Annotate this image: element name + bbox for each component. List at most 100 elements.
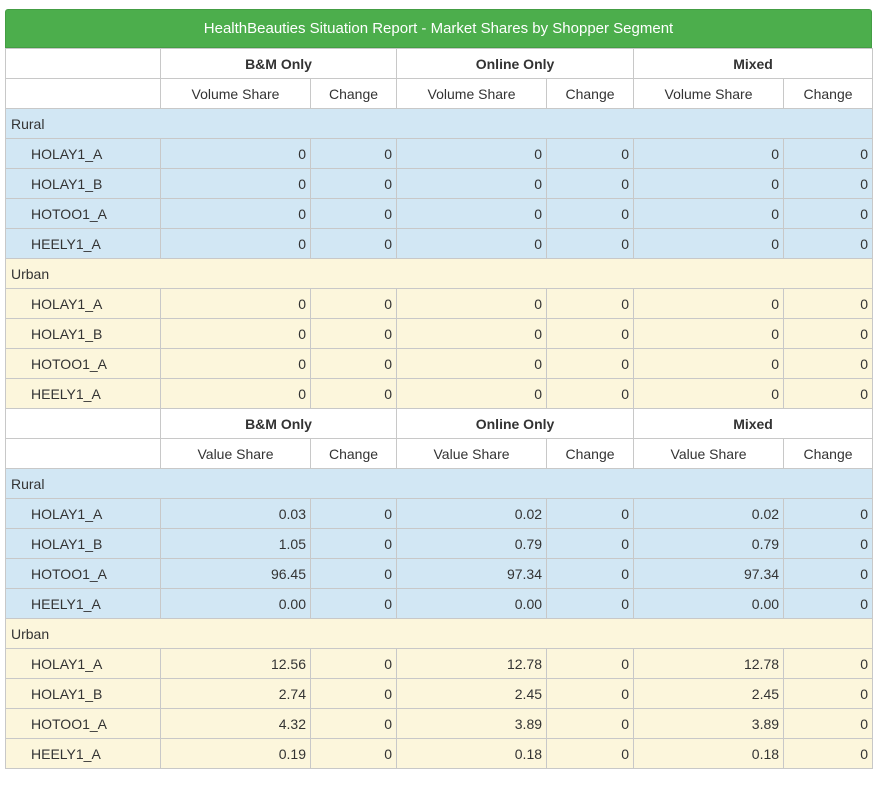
group-header: B&M Only (159, 408, 398, 439)
metric-header-row: Volume Share Change Volume Share Change Volu… (5, 78, 874, 109)
change-value: 0 (309, 678, 398, 709)
change-value: 0 (783, 228, 874, 259)
change-value: 0 (309, 198, 398, 229)
share-value: 0 (633, 228, 785, 259)
group-header: Mixed (633, 408, 874, 439)
change-header: Change (309, 78, 398, 109)
change-value: 0 (783, 138, 874, 169)
metric-header: Volume Share (396, 78, 548, 109)
share-value: 0 (160, 288, 311, 319)
brand-label: HOTOO1_A (5, 198, 161, 229)
change-value: 0 (783, 198, 874, 229)
brand-label: HOLAY1_B (5, 318, 161, 349)
share-value: 4.32 (160, 708, 311, 739)
change-value: 0 (546, 168, 635, 199)
brand-label: HOTOO1_A (5, 348, 161, 379)
table-row: HEELY1_A 0 0 0 0 0 0 (5, 228, 874, 259)
change-value: 0 (546, 348, 635, 379)
table-row: HOLAY1_B 2.74 0 2.45 0 2.45 0 (5, 678, 874, 709)
change-value: 0 (783, 348, 874, 379)
share-value: 0 (160, 228, 311, 259)
share-value: 97.34 (633, 558, 785, 589)
brand-label: HOTOO1_A (5, 558, 161, 589)
share-value: 0 (633, 138, 785, 169)
group-header: Mixed (633, 48, 874, 79)
table-row: HOLAY1_A 0 0 0 0 0 0 (5, 288, 874, 319)
change-value: 0 (309, 648, 398, 679)
share-value: 0 (160, 348, 311, 379)
header-corner-cell (5, 78, 161, 109)
change-value: 0 (783, 318, 874, 349)
share-value: 0.00 (396, 588, 548, 619)
share-value: 12.78 (633, 648, 785, 679)
change-value: 0 (546, 138, 635, 169)
brand-label: HEELY1_A (5, 738, 161, 769)
segment-label: Rural (4, 108, 874, 139)
change-value: 0 (309, 288, 398, 319)
share-value: 3.89 (633, 708, 785, 739)
change-value: 0 (546, 588, 635, 619)
report-title: HealthBeauties Situation Report - Market… (5, 9, 872, 48)
change-value: 0 (783, 708, 874, 739)
share-value: 0.00 (633, 588, 785, 619)
table-row: HOTOO1_A 0 0 0 0 0 0 (5, 198, 874, 229)
change-value: 0 (783, 738, 874, 769)
segment-row: Urban (4, 258, 874, 289)
share-value: 0.02 (396, 498, 548, 529)
change-value: 0 (309, 348, 398, 379)
change-value: 0 (309, 588, 398, 619)
segment-label: Urban (4, 258, 874, 289)
change-value: 0 (546, 738, 635, 769)
table-row: HOTOO1_A 0 0 0 0 0 0 (5, 348, 874, 379)
metric-header: Value Share (160, 438, 311, 469)
table-row: HEELY1_A 0.00 0 0.00 0 0.00 0 (5, 588, 874, 619)
metric-header: Value Share (396, 438, 548, 469)
change-value: 0 (309, 528, 398, 559)
share-value: 0.79 (396, 528, 548, 559)
brand-label: HEELY1_A (5, 378, 161, 409)
share-value: 0 (633, 288, 785, 319)
table-body: B&M Only Online Only Mixed Volume Share Chan… (4, 48, 874, 769)
share-value: 96.45 (160, 558, 311, 589)
header-corner-cell (5, 438, 161, 469)
change-value: 0 (546, 528, 635, 559)
table-row: HOLAY1_A 0 0 0 0 0 0 (5, 138, 874, 169)
share-value: 0.02 (633, 498, 785, 529)
share-value: 0.18 (633, 738, 785, 769)
share-value: 0.00 (160, 588, 311, 619)
change-value: 0 (309, 138, 398, 169)
change-value: 0 (309, 228, 398, 259)
change-value: 0 (546, 318, 635, 349)
share-value: 0 (160, 198, 311, 229)
change-value: 0 (546, 558, 635, 589)
brand-label: HEELY1_A (5, 588, 161, 619)
share-value: 0 (633, 378, 785, 409)
change-value: 0 (546, 288, 635, 319)
share-value: 12.56 (160, 648, 311, 679)
share-value: 0 (633, 348, 785, 379)
segment-row: Rural (4, 468, 874, 499)
change-value: 0 (309, 318, 398, 349)
change-value: 0 (309, 168, 398, 199)
share-value: 0 (396, 168, 548, 199)
change-value: 0 (783, 678, 874, 709)
change-value: 0 (783, 498, 874, 529)
change-header: Change (783, 438, 874, 469)
group-header-row: B&M Only Online Only Mixed (5, 408, 874, 439)
segment-label: Rural (4, 468, 874, 499)
segment-row: Urban (4, 618, 874, 649)
share-value: 0 (633, 198, 785, 229)
change-value: 0 (546, 678, 635, 709)
brand-label: HOTOO1_A (5, 708, 161, 739)
change-value: 0 (783, 588, 874, 619)
share-value: 0 (160, 318, 311, 349)
change-value: 0 (309, 708, 398, 739)
table-row: HEELY1_A 0.19 0 0.18 0 0.18 0 (5, 738, 874, 769)
group-header: B&M Only (159, 48, 398, 79)
change-value: 0 (546, 228, 635, 259)
share-value: 0 (633, 318, 785, 349)
change-value: 0 (309, 558, 398, 589)
share-value: 2.45 (396, 678, 548, 709)
share-value: 0 (396, 228, 548, 259)
table-row: HOLAY1_B 1.05 0 0.79 0 0.79 0 (5, 528, 874, 559)
